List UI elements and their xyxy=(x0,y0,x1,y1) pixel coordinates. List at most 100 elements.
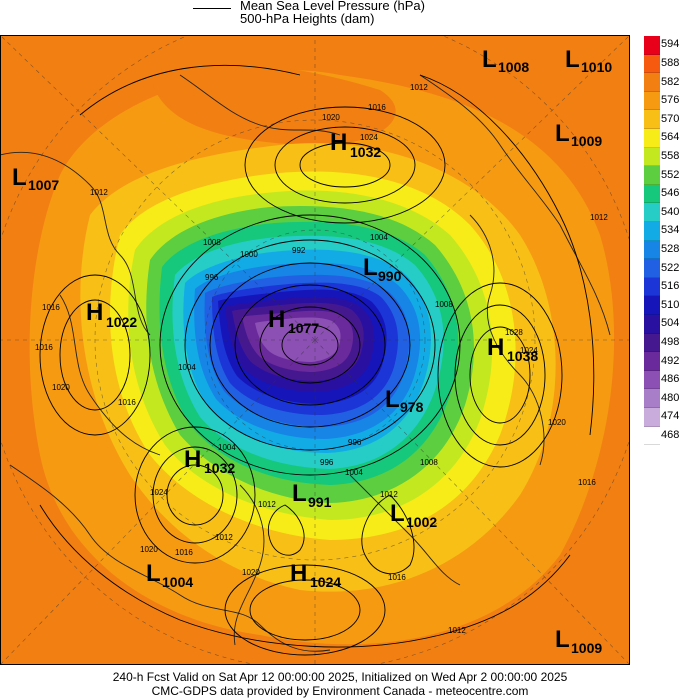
high-pressure-marker: H 1032 xyxy=(330,129,381,160)
isobar-label: 1020 xyxy=(242,568,260,577)
isobar-labels: 1016 1012 1020 1024 1012 1008 1004 1000 … xyxy=(35,83,608,635)
isobar-label: 1008 xyxy=(420,458,438,467)
svg-text:H: H xyxy=(268,306,285,333)
mslp-legend-label: Mean Sea Level Pressure (hPa) xyxy=(240,0,425,13)
low-pressure-marker: L 1002 xyxy=(390,500,437,530)
svg-text:L: L xyxy=(565,46,580,73)
colorbar-swatch xyxy=(644,296,660,315)
svg-text:1008: 1008 xyxy=(498,59,529,75)
isobar-label: 992 xyxy=(292,246,306,255)
colorbar-tick-label: 522 xyxy=(661,261,680,274)
svg-text:1032: 1032 xyxy=(350,144,381,160)
colorbar-tick-label: 492 xyxy=(661,354,680,367)
colorbar-tick-label: 540 xyxy=(661,205,680,218)
isobar-label: 1020 xyxy=(548,418,566,427)
low-pressure-marker: L 1009 xyxy=(555,626,602,656)
isobar-label: 1016 xyxy=(42,303,60,312)
colorbar-swatch xyxy=(644,277,660,297)
high-pressure-marker: H 1077 xyxy=(268,306,319,336)
low-pressure-marker: L 991 xyxy=(292,480,332,510)
svg-text:1007: 1007 xyxy=(28,177,59,193)
isobar-label: 1012 xyxy=(90,188,108,197)
colorbar-swatch xyxy=(644,166,660,185)
svg-text:L: L xyxy=(482,46,497,73)
isobar-label: 1024 xyxy=(150,488,168,497)
high-pressure-marker: H 1032 xyxy=(184,446,235,476)
svg-text:L: L xyxy=(12,164,27,191)
svg-text:1004: 1004 xyxy=(162,574,193,590)
svg-text:L: L xyxy=(555,626,570,653)
isobar-label: 1000 xyxy=(240,250,258,259)
colorbar-tick-label: 480 xyxy=(661,391,680,404)
svg-text:L: L xyxy=(292,480,307,507)
isobar-label: 1008 xyxy=(435,300,453,309)
isobar-label: 1004 xyxy=(370,233,388,242)
colorbar xyxy=(644,36,660,446)
low-pressure-marker: L 990 xyxy=(363,254,402,284)
svg-text:1077: 1077 xyxy=(288,320,319,336)
isobar-label: 996 xyxy=(205,273,219,282)
isobar-label: 1016 xyxy=(175,548,193,557)
isobar-label: 996 xyxy=(320,458,334,467)
svg-text:1009: 1009 xyxy=(571,640,602,656)
data-credit-caption: CMC-GDPS data provided by Environment Ca… xyxy=(151,684,529,698)
colorbar-tick-label: 528 xyxy=(661,242,680,255)
low-pressure-marker: L 1009 xyxy=(555,120,602,149)
colorbar-swatch xyxy=(644,147,660,167)
svg-text:978: 978 xyxy=(400,399,424,415)
low-pressure-marker: L 1010 xyxy=(565,46,612,75)
isobar-label: 1012 xyxy=(410,83,428,92)
svg-text:1002: 1002 xyxy=(406,514,437,530)
colorbar-swatch xyxy=(644,91,660,111)
isobar-label: 1020 xyxy=(140,545,158,554)
svg-text:L: L xyxy=(390,500,405,527)
pressure-systems: L 1008 L 1010 H 1032 L 1009 L 1007 H 1022 H 103… xyxy=(12,46,612,656)
colorbar-swatch xyxy=(644,370,660,390)
colorbar-tick-label: 546 xyxy=(661,187,680,200)
isobar-label: 1020 xyxy=(52,383,70,392)
svg-text:H: H xyxy=(86,299,103,326)
graticule xyxy=(0,35,630,665)
colorbar-swatch xyxy=(644,36,660,55)
isobar-label: 1004 xyxy=(178,363,196,372)
colorbar-tick-label: 582 xyxy=(661,75,680,88)
colorbar-tick-label: 576 xyxy=(661,94,680,107)
low-pressure-marker: L 1004 xyxy=(146,560,193,590)
svg-text:1024: 1024 xyxy=(310,574,341,590)
isobar-label: 1004 xyxy=(345,468,363,477)
map-header: Mean Sea Level Pressure (hPa) 500-hPa He… xyxy=(0,0,680,34)
high-pressure-marker: H 1038 xyxy=(487,334,538,364)
isobars xyxy=(39,64,595,656)
colorbar-tick-label: 534 xyxy=(661,224,680,237)
svg-text:1038: 1038 xyxy=(507,348,538,364)
svg-text:1032: 1032 xyxy=(204,460,235,476)
colorbar-tick-label: 498 xyxy=(661,335,680,348)
colorbar-tick-label: 504 xyxy=(661,317,680,330)
isobar-label: 1012 xyxy=(380,490,398,499)
svg-text:H: H xyxy=(487,334,504,361)
colorbar-tick-label: 588 xyxy=(661,56,680,69)
weather-map: 1016 1012 1020 1024 1012 1008 1004 1000 … xyxy=(0,35,630,665)
colorbar-swatch xyxy=(644,333,660,353)
mslp-legend-line xyxy=(193,8,231,9)
forecast-valid-caption: 240-h Fcst Valid on Sat Apr 12 00:00:00 … xyxy=(112,670,568,684)
colorbar-tick-label: 486 xyxy=(661,373,680,386)
isobar-label: 1016 xyxy=(368,103,386,112)
svg-text:H: H xyxy=(184,446,201,473)
colorbar-tick-label: 552 xyxy=(661,168,680,181)
isobar-label: 1028 xyxy=(505,328,523,337)
isobar-label: 1012 xyxy=(448,626,466,635)
high-pressure-marker: H 1022 xyxy=(86,299,137,330)
low-pressure-marker: L 1007 xyxy=(12,164,59,193)
colorbar-tick-label: 474 xyxy=(661,410,680,423)
isobar-label: 996 xyxy=(348,438,362,447)
colorbar-swatch xyxy=(644,389,660,408)
isobar-label: 1016 xyxy=(35,343,53,352)
low-pressure-marker: L 978 xyxy=(385,386,424,415)
isobar-label: 1012 xyxy=(590,213,608,222)
colorbar-swatch xyxy=(644,110,660,129)
svg-text:H: H xyxy=(330,129,347,156)
colorbar-swatch xyxy=(644,54,660,74)
svg-text:L: L xyxy=(363,254,378,281)
svg-text:H: H xyxy=(290,560,307,587)
